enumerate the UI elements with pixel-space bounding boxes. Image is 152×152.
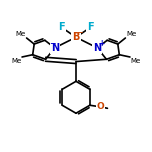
Text: Me: Me	[16, 31, 26, 37]
Text: −: −	[77, 28, 83, 38]
Text: Me: Me	[11, 58, 21, 64]
Text: Me: Me	[126, 31, 136, 37]
Text: N: N	[93, 43, 101, 53]
Text: B: B	[72, 32, 80, 42]
Text: +: +	[98, 39, 105, 48]
Text: Me: Me	[131, 58, 141, 64]
Text: F: F	[87, 22, 94, 32]
Text: N: N	[51, 43, 59, 53]
Text: F: F	[58, 22, 65, 32]
Text: O: O	[96, 102, 104, 111]
Text: −: −	[49, 39, 56, 48]
